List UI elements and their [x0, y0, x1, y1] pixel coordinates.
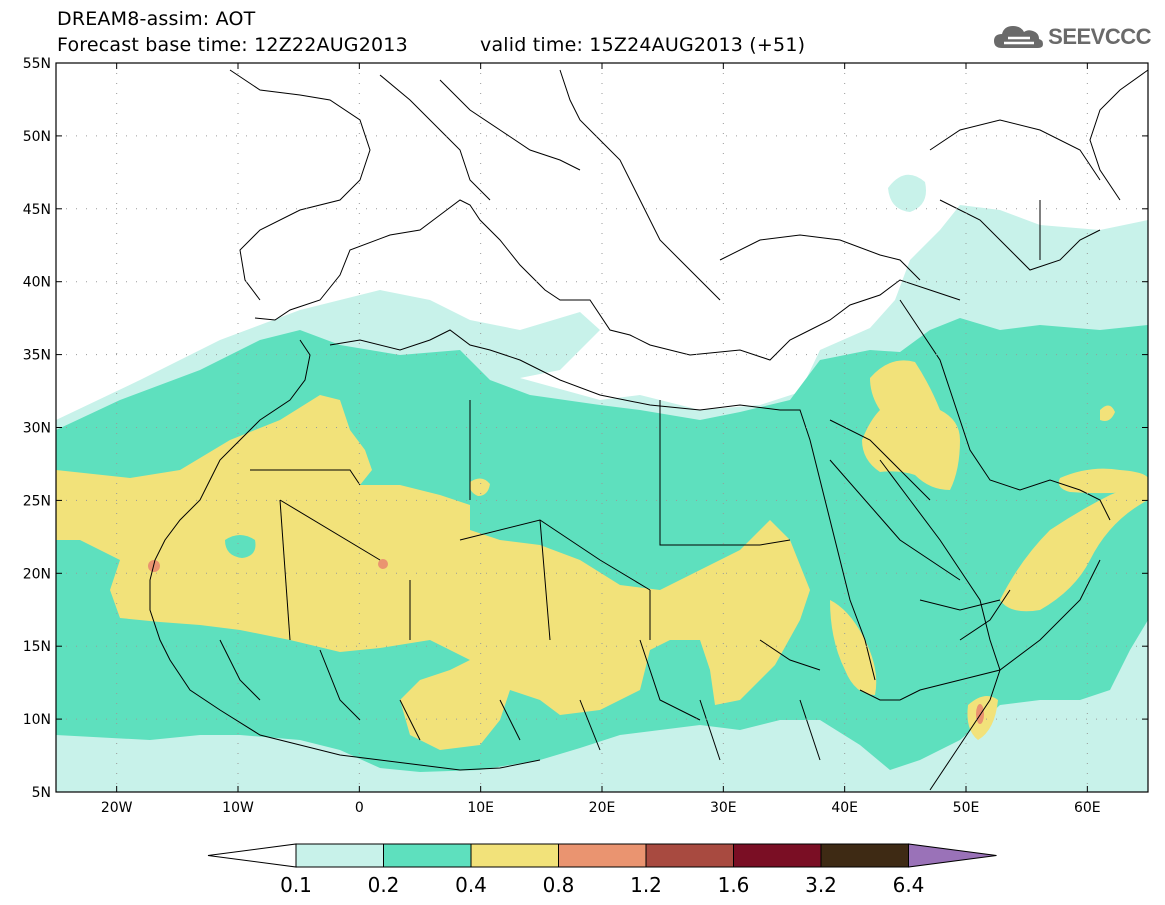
longitude-label: 50E [953, 800, 980, 816]
colorbar-high-extension [908, 843, 997, 868]
colorbar-swatch [383, 843, 472, 868]
longitude-label: 0 [355, 800, 364, 816]
longitude-labels: 20W 10W 0 10E 20E 30E 40E 50E 60E [101, 63, 1101, 816]
aot-band-0.4 [862, 360, 960, 490]
longitude-label: 40E [831, 800, 858, 816]
longitude-label: 10W [222, 800, 254, 816]
colorbar-label: 1.2 [630, 873, 662, 897]
longitude-label: 30E [710, 800, 737, 816]
aot-band-0.4 [1100, 405, 1115, 421]
latitude-label: 25N [23, 493, 51, 509]
latitude-label: 5N [32, 785, 51, 801]
aot-hotspot [976, 704, 984, 724]
aot-band-0.4 [56, 395, 810, 750]
colorbar-label: 3.2 [805, 873, 837, 897]
logo-text: SEEVCCC [1048, 24, 1151, 49]
coastlines [149, 69, 1148, 791]
colorbar-label: 6.4 [893, 873, 925, 897]
colorbar-label: 0.1 [280, 873, 312, 897]
aot-hotspot [378, 559, 388, 569]
cloud-icon [994, 26, 1044, 48]
colorbar [207, 843, 997, 868]
colorbar-swatch [645, 843, 734, 868]
latitude-label: 50N [23, 129, 51, 145]
colorbar-label: 1.6 [718, 873, 750, 897]
aot-band-0.4 [469, 478, 490, 496]
aot-band-0.1 [888, 174, 926, 212]
latitude-label: 30N [23, 421, 51, 437]
aot-band-0.2 [650, 670, 692, 695]
colorbar-low-extension [207, 843, 297, 868]
valid-time: valid time: 15Z24AUG2013 (+51) [480, 34, 806, 56]
latitude-label: 10N [23, 712, 51, 728]
colorbar-label: 0.4 [455, 873, 487, 897]
map-title: DREAM8-assim: AOT [57, 8, 256, 30]
longitude-label: 20W [101, 800, 133, 816]
colorbar-swatch [733, 843, 822, 868]
latitude-label: 40N [23, 275, 51, 291]
colorbar-swatch [820, 843, 909, 868]
colorbar-swatch [470, 843, 559, 868]
colorbar-label: 0.2 [368, 873, 400, 897]
colorbar-label: 0.8 [543, 873, 575, 897]
latitude-labels: 55N 50N 45N 40N 35N 30N 25N 20N 15N 10N 5N [23, 56, 1148, 801]
latitude-label: 20N [23, 566, 51, 582]
longitude-label: 60E [1074, 800, 1101, 816]
aot-field [56, 69, 1148, 792]
forecast-base-time: Forecast base time: 12Z22AUG2013 [57, 34, 408, 56]
longitude-label: 20E [589, 800, 616, 816]
aot-band-0.4 [1000, 480, 1148, 612]
seevccc-logo: SEEVCCC [992, 22, 1151, 52]
latitude-label: 55N [23, 56, 51, 72]
latitude-label: 35N [23, 348, 51, 364]
latitude-label: 15N [23, 639, 51, 655]
longitude-label: 10E [467, 800, 494, 816]
colorbar-labels: 0.1 0.2 0.4 0.8 1.2 1.6 3.2 6.4 [280, 873, 924, 897]
aot-band-0.4 [1058, 468, 1148, 494]
aot-band-0.4 [830, 600, 877, 695]
colorbar-swatch [295, 843, 384, 868]
aot-band-0.2 [225, 535, 256, 558]
latitude-label: 45N [23, 202, 51, 218]
colorbar-swatch [558, 843, 647, 868]
